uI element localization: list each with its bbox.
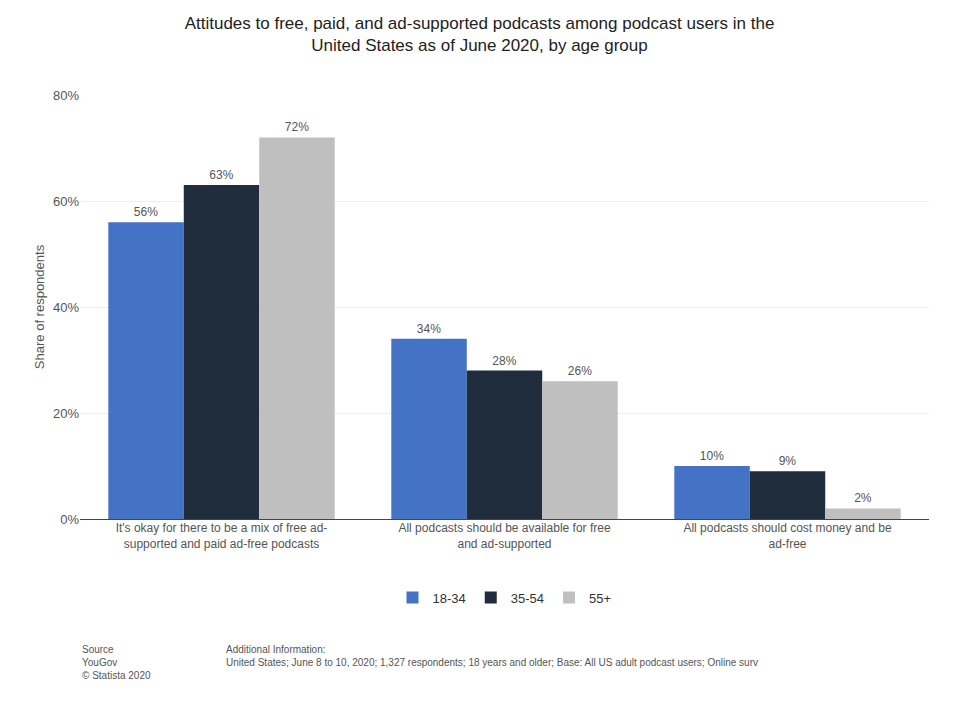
svg-text:10%: 10% bbox=[700, 449, 724, 463]
svg-text:72%: 72% bbox=[285, 120, 309, 134]
svg-text:80%: 80% bbox=[53, 88, 79, 103]
svg-text:35-54: 35-54 bbox=[511, 591, 544, 606]
svg-text:18-34: 18-34 bbox=[433, 591, 466, 606]
svg-text:28%: 28% bbox=[492, 354, 516, 368]
svg-text:63%: 63% bbox=[209, 168, 233, 182]
svg-text:26%: 26% bbox=[568, 364, 592, 378]
svg-text:55+: 55+ bbox=[589, 591, 611, 606]
svg-text:20%: 20% bbox=[53, 406, 79, 421]
svg-text:60%: 60% bbox=[53, 194, 79, 209]
svg-text:56%: 56% bbox=[134, 205, 158, 219]
svg-text:All podcasts should cost money: All podcasts should cost money and bead-… bbox=[683, 521, 891, 551]
svg-text:34%: 34% bbox=[417, 322, 441, 336]
svg-text:Attitudes to free, paid, and a: Attitudes to free, paid, and ad-supporte… bbox=[185, 14, 775, 55]
svg-text:All podcasts should be availab: All podcasts should be available for fre… bbox=[398, 521, 610, 551]
svg-text:SourceYouGov© Statista 2020: SourceYouGov© Statista 2020 bbox=[82, 644, 151, 681]
svg-text:0%: 0% bbox=[60, 512, 79, 527]
svg-text:It's okay for there to be a mi: It's okay for there to be a mix of free … bbox=[116, 521, 328, 551]
svg-text:2%: 2% bbox=[854, 491, 872, 505]
svg-text:Additional Information:United: Additional Information:United States; Ju… bbox=[226, 644, 758, 668]
svg-text:9%: 9% bbox=[779, 454, 797, 468]
svg-text:Share of respondents: Share of respondents bbox=[32, 244, 47, 369]
svg-text:40%: 40% bbox=[53, 300, 79, 315]
